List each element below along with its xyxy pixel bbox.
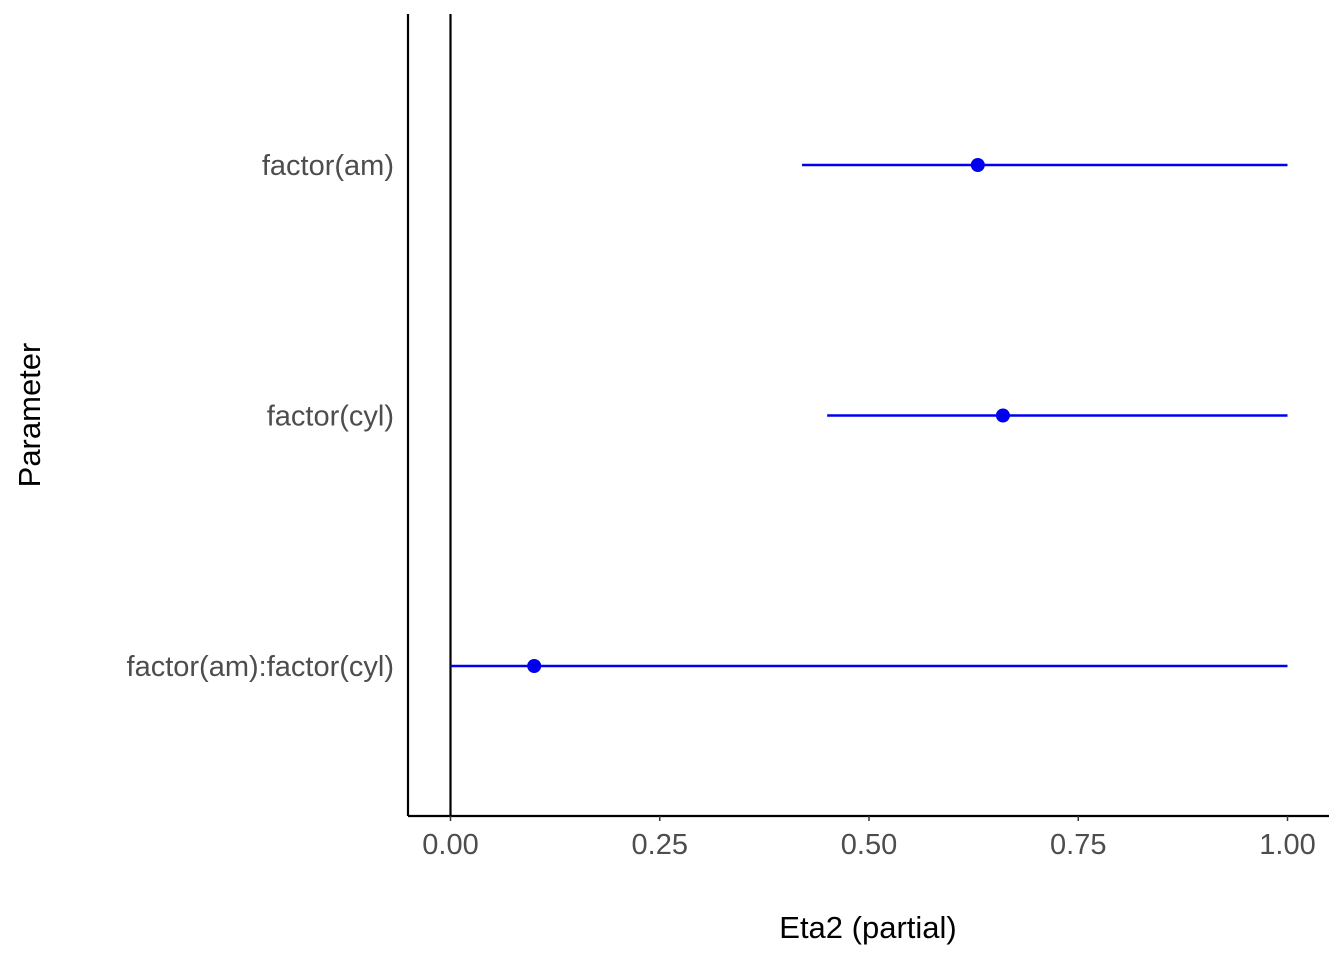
x-tick-label: 0.00 — [422, 829, 478, 861]
y-tick-label: factor(cyl) — [267, 401, 394, 433]
y-tick-label: factor(am):factor(cyl) — [127, 651, 394, 683]
y-tick-labels: factor(am) factor(cyl) factor(am):factor(c… — [127, 150, 394, 683]
y-axis-title: Parameter — [12, 343, 47, 488]
estimate-point — [970, 158, 985, 172]
x-tick-label: 1.00 — [1259, 829, 1315, 861]
x-tick-label: 0.50 — [841, 829, 897, 861]
y-tick-label: factor(am) — [262, 150, 394, 182]
marks — [450, 158, 1288, 673]
estimate-point — [995, 408, 1010, 423]
x-tick-label: 0.25 — [632, 829, 688, 861]
x-tick-label: 0.75 — [1050, 829, 1106, 861]
estimate-point — [527, 659, 542, 673]
x-tick-labels: 0.00 0.25 0.50 0.75 1.00 — [422, 816, 1316, 861]
plot-area: factor(am) factor(cyl) factor(am):factor(c… — [127, 14, 1329, 861]
x-axis-title: Eta2 (partial) — [779, 910, 956, 945]
